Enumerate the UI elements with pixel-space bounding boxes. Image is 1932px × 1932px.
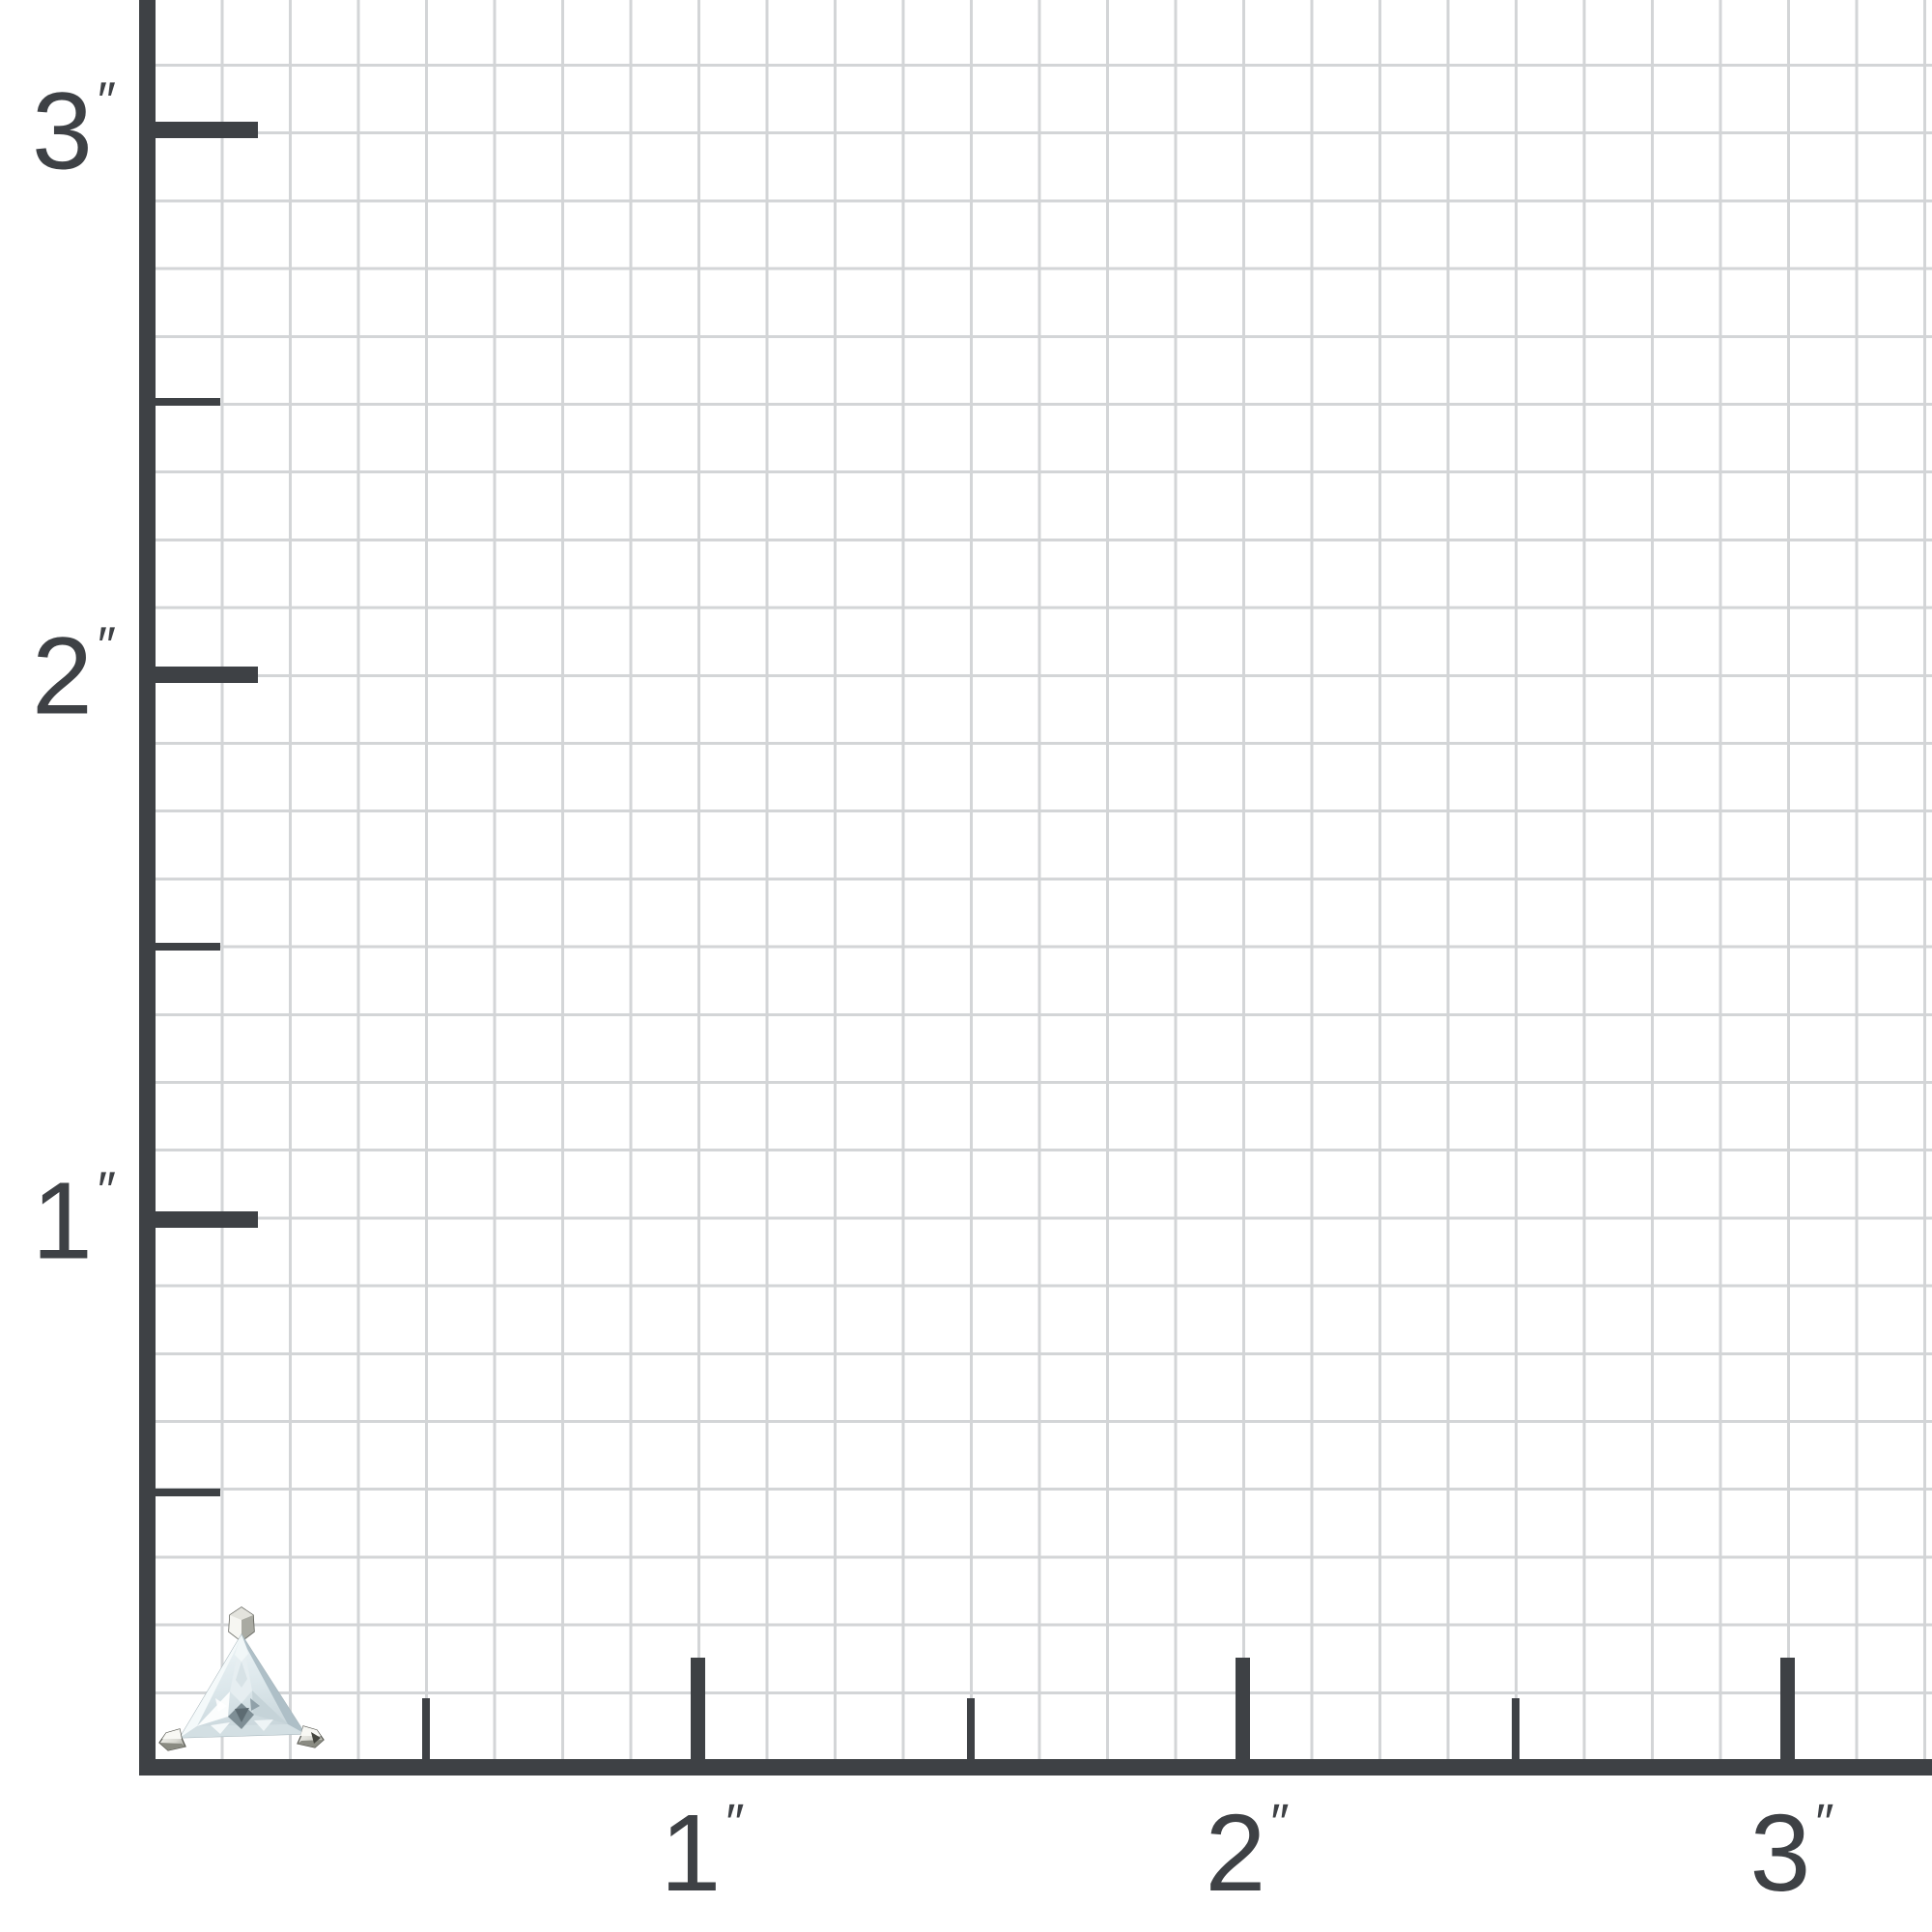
inch-mark: ″ — [1270, 1794, 1292, 1852]
x-label-3-text: 3 — [1749, 1792, 1813, 1914]
y-axis-label-1in: 1″ — [0, 1161, 118, 1276]
y-label-3-text: 3 — [32, 70, 95, 192]
y-minor-tick-2_5in — [145, 398, 220, 406]
x-minor-tick-2_5in — [1512, 1698, 1520, 1759]
y-major-tick-3in — [145, 122, 258, 138]
gem-stone-facets — [179, 1634, 306, 1739]
x-minor-tick-0_5in — [422, 1698, 430, 1759]
gem-right-prong — [297, 1725, 325, 1748]
y-major-tick-1in — [145, 1211, 258, 1228]
y-label-2-text: 2 — [32, 614, 95, 737]
y-axis-line — [139, 0, 156, 1776]
x-label-1-text: 1 — [660, 1792, 724, 1914]
inch-mark: ″ — [97, 71, 118, 130]
inch-mark: ″ — [97, 1161, 118, 1220]
x-major-tick-1in — [691, 1658, 705, 1759]
gem-left-prong — [158, 1728, 186, 1751]
x-major-tick-2in — [1236, 1658, 1250, 1759]
y-axis-label-3in: 3″ — [0, 71, 118, 186]
y-minor-tick-1_5in — [145, 943, 220, 951]
gem-top-prong — [228, 1606, 255, 1642]
y-minor-tick-0_5in — [145, 1489, 220, 1496]
inch-mark: ″ — [1815, 1794, 1836, 1852]
inch-mark: ″ — [725, 1794, 747, 1852]
x-axis-label-3in: 3″ — [1750, 1794, 1836, 1908]
x-axis-line — [139, 1759, 1932, 1776]
x-axis-label-2in: 2″ — [1206, 1794, 1292, 1908]
y-major-tick-2in — [145, 667, 258, 683]
y-axis-label-2in: 2″ — [0, 616, 118, 731]
x-axis-label-1in: 1″ — [661, 1794, 747, 1908]
y-label-1-text: 1 — [32, 1159, 95, 1282]
graph-paper-grid — [156, 0, 1932, 1759]
x-minor-tick-1_5in — [967, 1698, 975, 1759]
inch-mark: ″ — [97, 616, 118, 675]
x-label-2-text: 2 — [1205, 1792, 1268, 1914]
trillion-cut-gemstone-icon — [158, 1606, 325, 1751]
x-major-tick-3in — [1780, 1658, 1795, 1759]
